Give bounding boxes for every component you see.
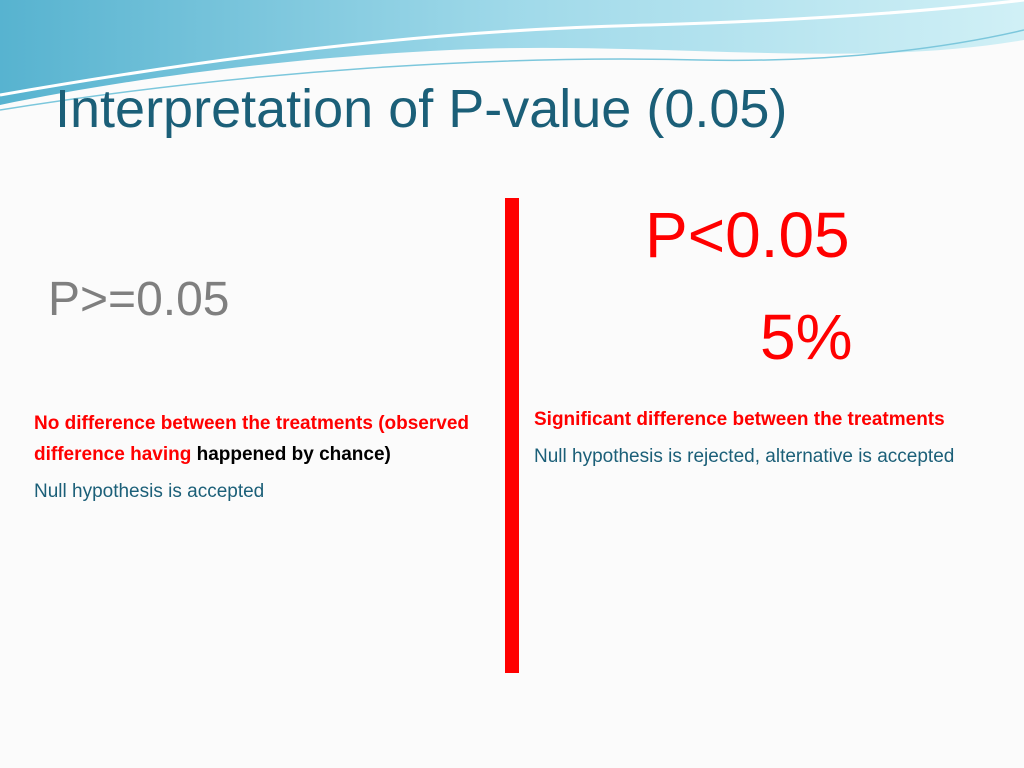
slide-title: Interpretation of P-value (0.05) bbox=[55, 79, 788, 139]
statement-red: No difference between the treatments (ob… bbox=[34, 413, 469, 465]
left-heading: P>=0.05 bbox=[48, 273, 230, 326]
right-conclusion: Null hypothesis is rejected, alternative… bbox=[534, 446, 955, 467]
right-heading: P<0.05 bbox=[645, 199, 850, 271]
right-text: Significant difference between the treat… bbox=[534, 404, 974, 472]
left-statement: No difference between the treatments (ob… bbox=[34, 408, 484, 470]
wave-decoration bbox=[0, 0, 1024, 111]
left-text: No difference between the treatments (ob… bbox=[34, 408, 484, 507]
statement-black: happened by chance) bbox=[196, 444, 391, 465]
left-conclusion: Null hypothesis is accepted bbox=[34, 481, 265, 502]
right-statement: Significant difference between the treat… bbox=[534, 409, 945, 430]
divider bbox=[505, 198, 519, 673]
percent: 5% bbox=[760, 301, 853, 373]
